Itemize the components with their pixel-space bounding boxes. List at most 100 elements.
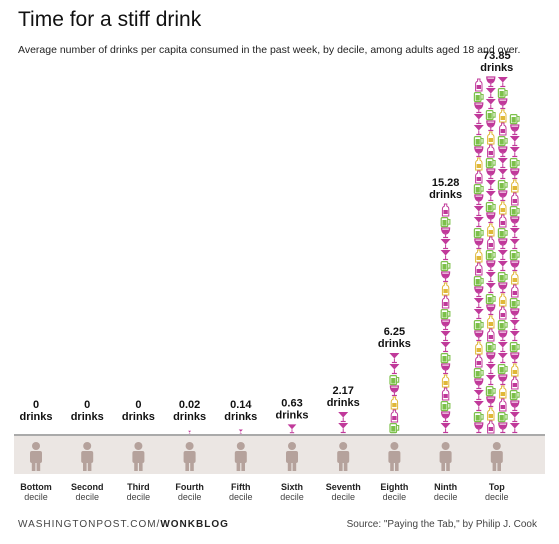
bottle-icon (511, 179, 519, 193)
martini-glass-icon (509, 228, 520, 239)
beer-mug-icon (497, 180, 508, 191)
unit-label: drinks (19, 411, 52, 423)
beer-mug-icon (509, 206, 520, 217)
martini-glass-icon (485, 99, 496, 110)
person-icon (234, 442, 247, 471)
decile-word: decile (178, 492, 202, 502)
wine-glass-icon (498, 146, 508, 158)
martini-glass-icon (485, 364, 496, 375)
unit-label: drinks (173, 411, 206, 423)
footer-source: Source: "Paying the Tab," by Philip J. C… (346, 519, 537, 530)
wine-glass-icon (510, 124, 520, 136)
value-label: 0 (84, 399, 90, 411)
wine-glass-icon (474, 378, 484, 390)
value-label: 2.17 (332, 385, 353, 397)
value-label: 0.02 (179, 399, 200, 411)
wine-glass-icon (510, 400, 520, 412)
bottle-icon (499, 385, 507, 399)
martini-glass-icon (473, 217, 484, 228)
footer-brand-text: WASHINGTONPOST.COM/ (18, 519, 161, 530)
wine-glass-icon (486, 260, 496, 272)
decile-label: Sixth (281, 482, 303, 492)
beer-mug-icon (473, 368, 484, 379)
page-title: Time for a stiff drink (18, 8, 202, 31)
wine-glass-icon (498, 238, 508, 250)
bottle-icon (499, 293, 507, 307)
wine-glass-icon (510, 168, 520, 180)
martini-glass-icon (440, 342, 451, 353)
wine-glass-icon (510, 216, 520, 228)
decile-label: Fifth (231, 482, 251, 492)
martini-glass-icon (497, 353, 508, 364)
wine-glass-icon (486, 120, 496, 132)
person-icon (30, 442, 42, 471)
martini-glass-icon (473, 298, 484, 309)
value-label: 15.28 (432, 177, 460, 189)
wine-glass-icon (486, 212, 496, 224)
bottle-icon (441, 374, 450, 388)
wine-glass-icon (486, 76, 496, 88)
bottle-icon (487, 407, 495, 421)
wine-glass-icon (510, 308, 520, 320)
beer-mug-icon (497, 412, 508, 423)
bottle-icon (475, 157, 483, 171)
beer-mug-icon (497, 272, 508, 283)
decile-word: decile (280, 492, 304, 502)
wine-glass-icon (389, 385, 400, 397)
decile-word: decile (75, 492, 99, 502)
bottle-icon (511, 363, 519, 377)
martini-glass-icon (485, 283, 496, 294)
decile-label: Third (127, 482, 150, 492)
martini-glass-icon (389, 353, 400, 364)
bottle-icon (499, 109, 507, 123)
value-label: 6.25 (384, 326, 405, 338)
wine-glass-icon (498, 98, 508, 110)
beer-mug-icon (473, 276, 484, 287)
bottle-icon (511, 271, 519, 285)
footer-brand[interactable]: WASHINGTONPOST.COM/WONKBLOG (18, 519, 229, 530)
decile-label: Ninth (434, 482, 457, 492)
person-icon (81, 442, 94, 471)
bottle-icon (499, 398, 507, 412)
bottle-icon (475, 341, 483, 355)
footer-brand-bold: WONKBLOG (160, 519, 229, 530)
beer-mug-icon (485, 294, 496, 305)
martini-glass-icon (509, 147, 520, 158)
bottle-icon (475, 78, 483, 92)
unit-label: drinks (122, 411, 155, 423)
beer-mug-icon (497, 136, 508, 147)
person-band (14, 436, 545, 474)
beer-mug-icon (485, 202, 496, 213)
decile-label: Eighth (380, 482, 408, 492)
martini-glass-icon (473, 125, 484, 136)
decile-word: decile (127, 492, 151, 502)
beer-mug-icon (440, 353, 451, 364)
martini-glass-icon (287, 424, 297, 434)
beer-mug-icon (485, 158, 496, 169)
beer-mug-icon (473, 412, 484, 423)
martini-glass-icon (440, 423, 451, 434)
bottle-icon (475, 170, 483, 184)
bottle-icon (441, 387, 450, 401)
beer-mug-icon (440, 401, 451, 412)
martini-glass-icon (440, 239, 451, 250)
wine-glass-icon (474, 194, 484, 206)
decile-word: decile (24, 492, 48, 502)
martini-glass-icon (509, 239, 520, 250)
wine-glass-icon (440, 271, 451, 283)
bottle-icon (499, 214, 507, 228)
beer-mug-icon (389, 375, 400, 386)
person-icon (286, 442, 298, 471)
bottle-icon (487, 315, 495, 329)
martini-glass-icon (473, 206, 484, 217)
bottle-icon (441, 282, 450, 296)
decile-label: Fourth (175, 482, 204, 492)
bottle-icon (511, 192, 519, 206)
martini-glass-icon (509, 412, 520, 423)
bottle-icon (390, 409, 399, 423)
wine-glass-icon (498, 374, 508, 386)
bottle-icon (487, 223, 495, 237)
martini-glass-icon (485, 88, 496, 99)
wine-glass-icon (474, 238, 484, 250)
martini-glass-icon (509, 320, 520, 331)
